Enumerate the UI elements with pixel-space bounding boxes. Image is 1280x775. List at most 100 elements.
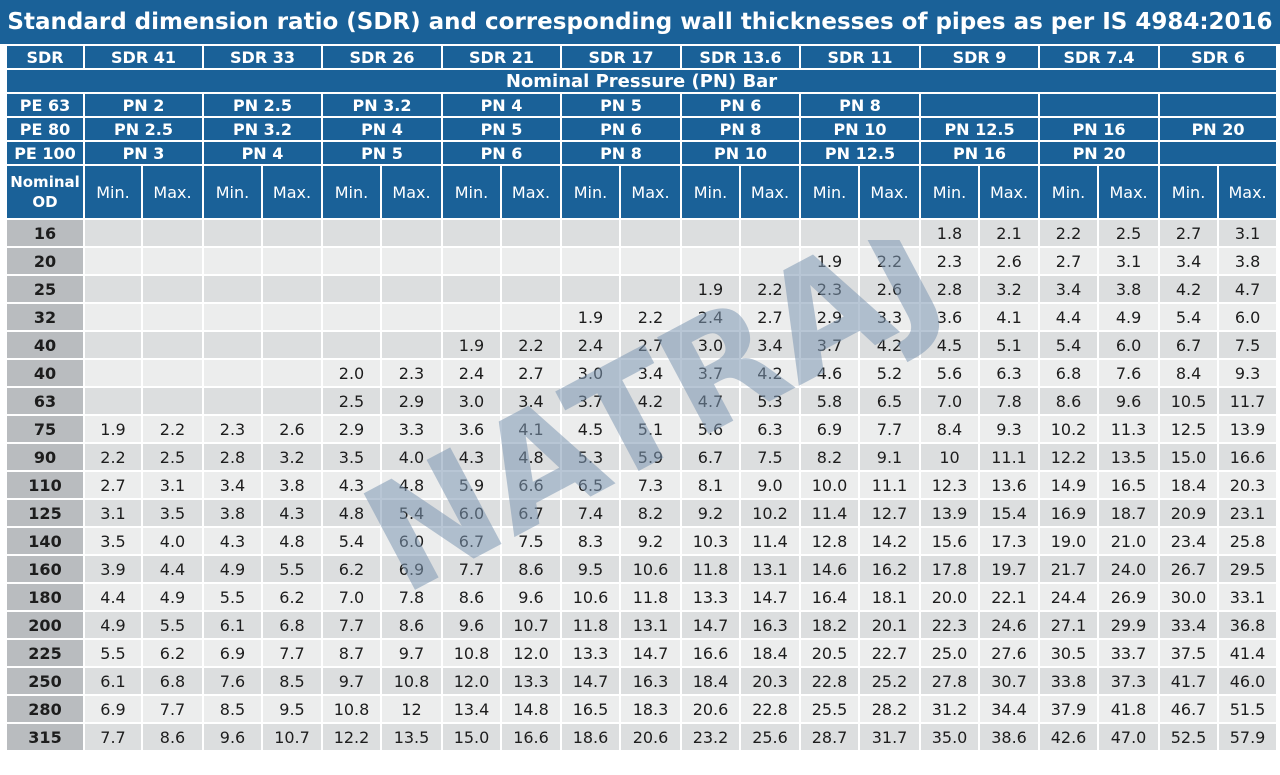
min-thickness-cell: 10.8 <box>441 638 502 668</box>
min-thickness-cell <box>560 274 621 304</box>
min-thickness-cell <box>83 246 143 276</box>
max-thickness-cell: 7.7 <box>141 694 204 724</box>
pe-row: PE 100 PN 3 PN 4 PN 5 PN 6 PN 8 PN 10 PN 12.5 PN… <box>5 140 1279 166</box>
min-thickness-cell: 4.8 <box>321 498 382 528</box>
max-thickness-cell: 7.8 <box>978 386 1041 416</box>
min-thickness-cell: 25.5 <box>799 694 861 724</box>
sdr-col-header: SDR 21 <box>441 44 562 70</box>
min-thickness-cell: 8.4 <box>919 414 981 444</box>
max-thickness-cell: 2.7 <box>738 302 802 332</box>
min-thickness-cell: 2.9 <box>321 414 382 444</box>
min-thickness-cell: 37.9 <box>1038 694 1100 724</box>
nominal-od-cell: 160 <box>5 554 85 584</box>
max-thickness-cell <box>619 274 682 304</box>
max-thickness-cell: 10.7 <box>261 722 323 752</box>
max-thickness-cell <box>738 246 802 276</box>
table-row: 125 3.1 3.5 3.8 4.3 4.8 5.4 6.0 6.7 7.4 8.2 9.2 10.2… <box>5 498 1279 528</box>
max-thickness-cell: 22.8 <box>738 694 802 724</box>
min-thickness-cell <box>441 274 502 304</box>
min-thickness-cell <box>441 218 502 248</box>
max-thickness-cell <box>858 218 922 248</box>
max-thickness-cell: 2.7 <box>500 358 562 388</box>
min-thickness-cell: 10 <box>919 442 981 472</box>
pn-cell <box>1158 92 1279 118</box>
min-thickness-cell: 4.3 <box>441 442 502 472</box>
min-thickness-cell: 33.8 <box>1038 666 1100 696</box>
max-thickness-cell <box>141 218 204 248</box>
min-header: Min. <box>202 164 263 220</box>
max-thickness-cell: 4.8 <box>380 470 443 500</box>
min-thickness-cell <box>202 302 263 332</box>
min-thickness-cell: 5.5 <box>83 638 143 668</box>
pe-label: PE 100 <box>5 140 85 166</box>
max-thickness-cell <box>141 358 204 388</box>
min-thickness-cell <box>202 330 263 360</box>
min-thickness-cell: 16.9 <box>1038 498 1100 528</box>
min-thickness-cell: 2.2 <box>1038 218 1100 248</box>
max-thickness-cell: 2.5 <box>141 442 204 472</box>
pn-cell: PN 6 <box>560 116 682 142</box>
max-thickness-cell: 3.8 <box>261 470 323 500</box>
max-thickness-cell: 18.3 <box>619 694 682 724</box>
min-thickness-cell: 5.8 <box>799 386 861 416</box>
min-thickness-cell <box>560 246 621 276</box>
max-thickness-cell: 13.1 <box>619 610 682 640</box>
min-thickness-cell: 21.7 <box>1038 554 1100 584</box>
pn-cell: PN 10 <box>799 116 922 142</box>
min-thickness-cell: 12.2 <box>321 722 382 752</box>
max-thickness-cell: 11.4 <box>738 526 802 556</box>
min-thickness-cell: 6.1 <box>83 666 143 696</box>
max-thickness-cell: 11.1 <box>858 470 922 500</box>
max-thickness-cell: 18.7 <box>1097 498 1161 528</box>
min-thickness-cell: 4.2 <box>1158 274 1220 304</box>
max-thickness-cell <box>141 386 204 416</box>
max-thickness-cell: 7.8 <box>380 582 443 612</box>
min-thickness-cell <box>83 330 143 360</box>
max-thickness-cell: 31.7 <box>858 722 922 752</box>
min-thickness-cell: 22.8 <box>799 666 861 696</box>
min-thickness-cell <box>321 330 382 360</box>
max-thickness-cell: 3.5 <box>141 498 204 528</box>
max-header: Max. <box>619 164 682 220</box>
table-row: 200 4.9 5.5 6.1 6.8 7.7 8.6 9.6 10.7 11.8 13.1 14.7… <box>5 610 1279 640</box>
min-thickness-cell: 6.7 <box>1158 330 1220 360</box>
max-header: Max. <box>1097 164 1161 220</box>
max-thickness-cell: 9.3 <box>978 414 1041 444</box>
min-thickness-cell: 8.7 <box>321 638 382 668</box>
min-thickness-cell: 4.3 <box>202 526 263 556</box>
max-thickness-cell: 11.1 <box>978 442 1041 472</box>
pn-cell: PN 3.2 <box>321 92 443 118</box>
min-thickness-cell: 23.4 <box>1158 526 1220 556</box>
max-thickness-cell: 19.7 <box>978 554 1041 584</box>
max-thickness-cell: 3.3 <box>858 302 922 332</box>
nominal-od-cell: 75 <box>5 414 85 444</box>
min-thickness-cell: 2.9 <box>799 302 861 332</box>
table-row: 25 1.9 2.2 2.3 2.6 2.8 3.2 3.4 3.8 4.2 4.7 <box>5 274 1279 304</box>
max-thickness-cell: 3.2 <box>261 442 323 472</box>
min-thickness-cell: 6.9 <box>83 694 143 724</box>
max-thickness-cell: 33.7 <box>1097 638 1161 668</box>
sdr-label: SDR <box>5 44 85 70</box>
min-thickness-cell: 3.0 <box>560 358 621 388</box>
min-thickness-cell: 16.5 <box>560 694 621 724</box>
max-thickness-cell: 22.7 <box>858 638 922 668</box>
min-thickness-cell: 3.1 <box>83 498 143 528</box>
max-thickness-cell: 4.9 <box>1097 302 1161 332</box>
max-thickness-cell: 2.6 <box>978 246 1041 276</box>
max-thickness-cell: 20.1 <box>858 610 922 640</box>
min-thickness-cell: 31.2 <box>919 694 981 724</box>
min-thickness-cell: 5.4 <box>321 526 382 556</box>
min-thickness-cell: 1.8 <box>919 218 981 248</box>
max-thickness-cell: 12.0 <box>500 638 562 668</box>
nominal-od-cell: 25 <box>5 274 85 304</box>
max-thickness-cell: 16.3 <box>738 610 802 640</box>
min-header: Min. <box>1158 164 1220 220</box>
max-thickness-cell: 5.1 <box>978 330 1041 360</box>
max-thickness-cell: 3.8 <box>1097 274 1161 304</box>
max-thickness-cell: 16.6 <box>1217 442 1279 472</box>
max-thickness-cell <box>261 246 323 276</box>
max-thickness-cell: 23.1 <box>1217 498 1279 528</box>
pn-cell: PN 16 <box>1038 116 1161 142</box>
max-thickness-cell <box>261 386 323 416</box>
sdr-col-header: SDR 11 <box>799 44 922 70</box>
